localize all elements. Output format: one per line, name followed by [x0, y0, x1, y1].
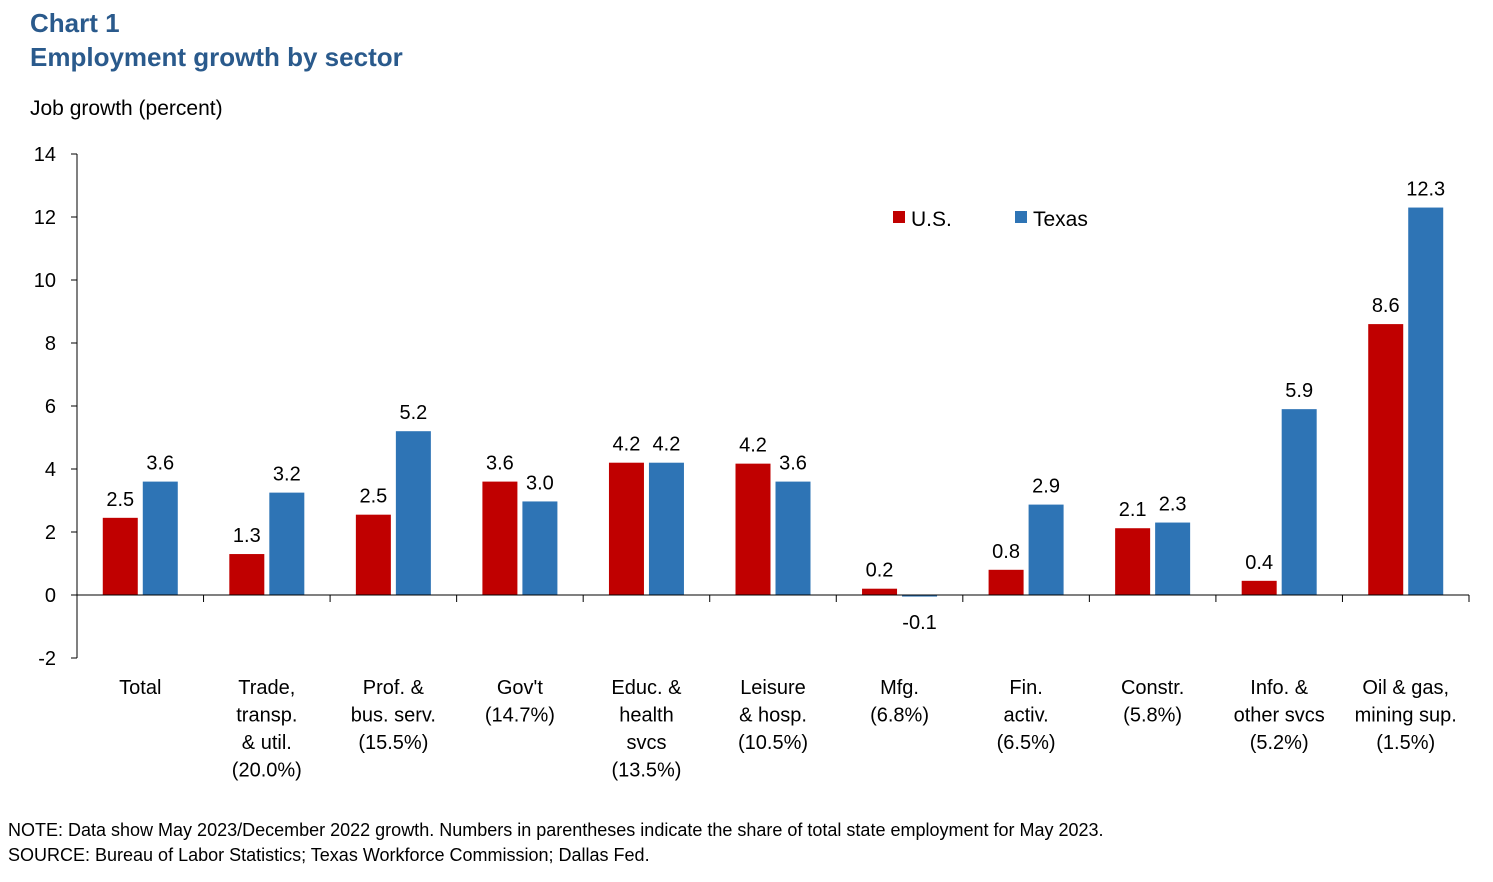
category-label: Oil & gas,: [1362, 677, 1449, 699]
category-label: Trade,: [238, 677, 295, 699]
bar-texas: [1028, 504, 1064, 595]
bar-us: [229, 554, 265, 595]
category-label: transp.: [236, 705, 297, 727]
legend-swatch-us: [893, 211, 905, 223]
category-label: (13.5%): [611, 760, 681, 782]
category-label: other svcs: [1234, 705, 1325, 727]
category-label: (6.8%): [870, 705, 929, 727]
data-label: 2.5: [106, 489, 134, 511]
data-label: 3.0: [526, 472, 554, 494]
category-label: (10.5%): [738, 732, 808, 754]
category-label: Fin.: [1009, 677, 1042, 699]
data-label: 0.2: [866, 560, 894, 582]
category-label: (14.7%): [485, 705, 555, 727]
data-label: 0.4: [1245, 552, 1273, 574]
y-axis-label: Job growth (percent): [30, 97, 223, 120]
bar-us: [862, 588, 898, 595]
legend-label: Texas: [1033, 208, 1088, 231]
bar-texas: [648, 462, 684, 595]
category-label: Constr.: [1121, 677, 1184, 699]
bar-texas: [775, 481, 811, 595]
bar-texas: [1155, 522, 1191, 595]
bar-us: [355, 514, 391, 595]
data-label: 4.2: [613, 434, 641, 456]
category-label: (6.5%): [997, 732, 1056, 754]
data-label: 3.6: [779, 453, 807, 475]
data-label: 2.1: [1119, 499, 1147, 521]
y-tick-label: 2: [45, 522, 56, 544]
category-label: (20.0%): [232, 760, 302, 782]
bar-texas: [1281, 409, 1317, 595]
bar-chart: -2 0 2 4 6 8 10 12 14 2.5 1.3 2.5 3.6 4.2 4.2 0.2 0.8 2.1…: [34, 144, 1470, 782]
legend-label: U.S.: [911, 208, 952, 231]
y-tick-label: 14: [34, 144, 56, 166]
category-label: (5.2%): [1250, 732, 1309, 754]
chart-source: SOURCE: Bureau of Labor Statistics; Texa…: [8, 845, 650, 865]
chart-title: Chart 1: [30, 8, 120, 38]
bar-us: [1368, 324, 1404, 595]
data-label: 1.3: [233, 525, 261, 547]
category-label: Prof. &: [363, 677, 425, 699]
bar-texas: [902, 595, 938, 597]
category-label: Leisure: [740, 677, 806, 699]
category-label: (5.8%): [1123, 705, 1182, 727]
data-label: 3.6: [146, 453, 174, 475]
category-label: activ.: [1003, 705, 1048, 727]
y-tick-label: 12: [34, 207, 56, 229]
category-label: & util.: [242, 732, 292, 754]
data-label: 2.3: [1159, 494, 1187, 516]
bar-us: [988, 569, 1024, 595]
data-label: 5.2: [399, 402, 427, 424]
category-label: Educ. &: [611, 677, 682, 699]
y-tick-label: 10: [34, 270, 56, 292]
bar-us: [102, 517, 138, 595]
category-label: Info. &: [1250, 677, 1308, 699]
data-label: 4.2: [653, 434, 681, 456]
category-label: Mfg.: [880, 677, 919, 699]
y-tick-label: -2: [38, 648, 56, 670]
y-tick-label: 8: [45, 333, 56, 355]
bar-us: [735, 463, 771, 595]
data-label: 5.9: [1285, 380, 1313, 402]
category-label: (15.5%): [358, 732, 428, 754]
data-label: 2.9: [1032, 476, 1060, 498]
bar-us: [608, 462, 644, 595]
category-label: mining sup.: [1355, 705, 1457, 727]
category-label: Total: [119, 677, 161, 699]
data-label: 8.6: [1372, 295, 1400, 317]
category-label: & hosp.: [739, 705, 807, 727]
bar-texas: [269, 492, 305, 595]
data-label: 0.8: [992, 541, 1020, 563]
bar-texas: [522, 501, 558, 595]
y-tick-label: 4: [45, 459, 56, 481]
bar-us: [482, 481, 518, 595]
bar-texas: [395, 431, 431, 595]
bar-texas: [1408, 207, 1444, 596]
legend-swatch-texas: [1015, 211, 1027, 223]
y-tick-label: 0: [45, 585, 56, 607]
category-label: (1.5%): [1376, 732, 1435, 754]
y-tick-label: 6: [45, 396, 56, 418]
category-label: bus. serv.: [351, 705, 436, 727]
bar-texas: [142, 481, 178, 595]
data-label: 12.3: [1406, 179, 1445, 201]
chart-note: NOTE: Data show May 2023/December 2022 g…: [8, 820, 1104, 840]
chart-subtitle: Employment growth by sector: [30, 42, 403, 72]
category-label: svcs: [626, 732, 666, 754]
data-label: 2.5: [359, 486, 387, 508]
bar-us: [1115, 528, 1151, 595]
bar-us: [1241, 580, 1277, 595]
category-label: health: [619, 705, 674, 727]
category-label: Gov't: [497, 677, 543, 699]
data-label: 3.2: [273, 464, 301, 486]
data-label: -0.1: [902, 612, 936, 634]
data-label: 4.2: [739, 435, 767, 457]
data-label: 3.6: [486, 453, 514, 475]
